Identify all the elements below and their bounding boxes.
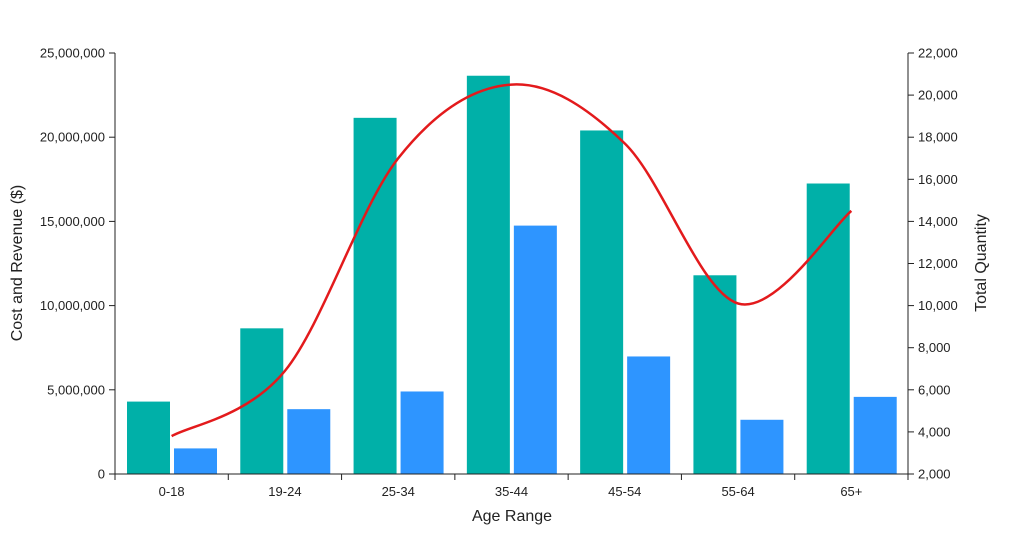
x-tick-label: 0-18 [159,484,185,499]
y-right-tick-label: 2,000 [918,467,951,482]
y-right-tick-label: 16,000 [918,172,958,187]
y-right-tick-label: 22,000 [918,46,958,61]
x-tick-label: 45-54 [608,484,641,499]
x-tick-label: 55-64 [721,484,754,499]
y-ticks-right: 2,000 4,000 6,000 8,000 10,000 12,000 14,000 16… [908,46,958,482]
bar-series1-35-44 [466,75,510,474]
bar-series2-25-34 [400,391,444,474]
bar-series1-45-54 [580,130,624,475]
x-tick-label: 25-34 [382,484,415,499]
bar-series1-25-34 [353,117,397,475]
bar-series1-0-18 [127,401,170,474]
bar-series1-19-24 [240,328,284,474]
y-right-tick-label: 12,000 [918,256,958,271]
y-right-tick-label: 6,000 [918,382,951,397]
bar-series2-65+ [853,396,897,474]
quantity-line [171,83,853,438]
x-axis-title: Age Range [472,508,552,525]
y-axis-title-left: Cost and Revenue ($) [9,185,26,342]
y-right-tick-label: 10,000 [918,298,958,313]
y-right-tick-label: 14,000 [918,214,958,229]
y-ticks-left: 0 5,000,000 10,000,000 15,000,000 20,000,000… [40,46,115,482]
y-left-tick-label: 20,000,000 [40,130,105,145]
bar-series1-55-64 [693,275,737,474]
bar-series2-0-18 [174,448,217,474]
y-right-tick-label: 18,000 [918,130,958,145]
bar-series2-35-44 [513,225,557,474]
y-right-tick-label: 20,000 [918,88,958,103]
x-ticks: 0-18 19-24 25-34 35-44 45-54 55-64 65+ [114,474,909,499]
y-left-tick-label: 25,000,000 [40,46,105,61]
bars-layer [127,75,897,475]
line-layer [171,83,853,438]
x-tick-label: 35-44 [495,484,528,499]
y-left-tick-label: 10,000,000 [40,298,105,313]
y-left-tick-label: 15,000,000 [40,214,105,229]
y-axis-title-right: Total Quantity [973,214,990,312]
bar-series2-55-64 [740,419,784,474]
x-tick-label: 65+ [840,484,862,499]
x-tick-label: 19-24 [268,484,301,499]
y-left-tick-label: 0 [98,467,105,482]
y-right-tick-label: 8,000 [918,340,951,355]
bar-series2-45-54 [627,356,671,474]
y-left-tick-label: 5,000,000 [47,382,105,397]
bar-series2-19-24 [287,409,331,474]
bar-series1-65+ [806,183,850,474]
y-right-tick-label: 4,000 [918,424,951,439]
